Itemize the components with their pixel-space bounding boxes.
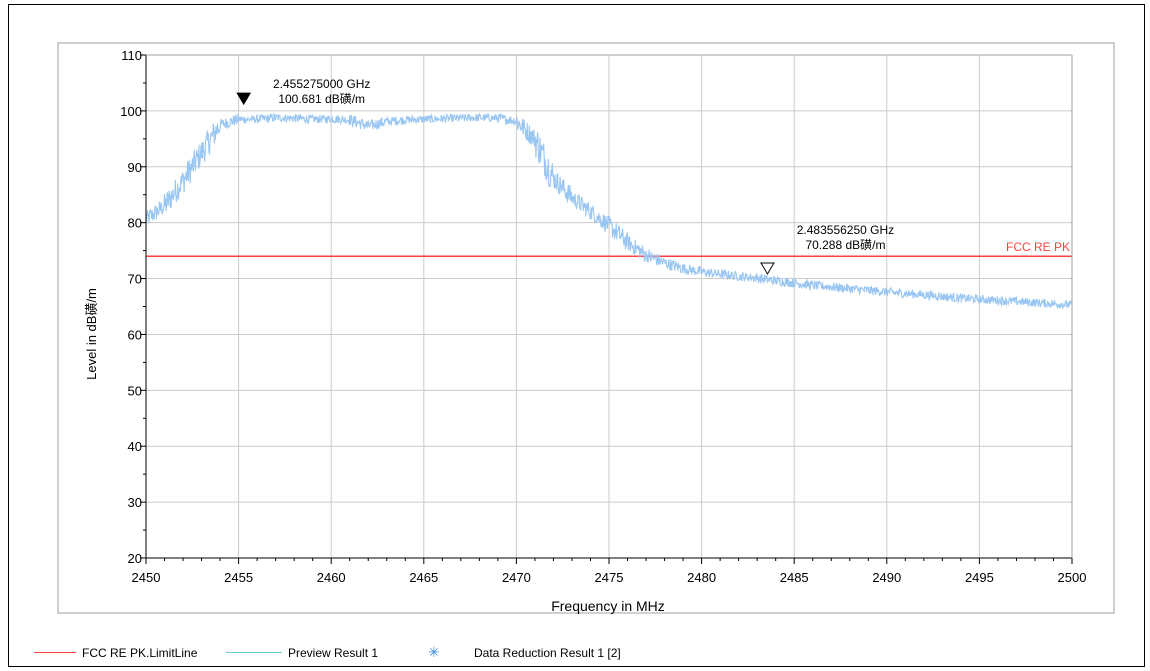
y-axis-label: Level in dB磺/m (84, 288, 99, 380)
y-tick-label: 90 (128, 160, 142, 175)
marker-open-triangle-icon (760, 262, 775, 275)
y-tick-label: 40 (128, 439, 142, 454)
y-tick-label: 20 (128, 551, 142, 566)
x-tick-label: 2455 (224, 570, 253, 585)
marker-filled-triangle-icon (236, 92, 252, 106)
marker-frequency-label: 2.455275000 GHz (273, 77, 370, 91)
legend-item-limit-line: FCC RE PK.LimitLine (34, 645, 224, 661)
limit-line-label: FCC RE PK (1006, 240, 1070, 254)
x-tick-label: 2470 (502, 570, 531, 585)
x-tick-label: 2480 (687, 570, 716, 585)
x-tick-label: 2485 (780, 570, 809, 585)
x-tick-label: 2495 (965, 570, 994, 585)
x-axis-label: Frequency in MHz (551, 598, 665, 614)
outer-plot-frame (57, 42, 1115, 614)
y-tick-label: 80 (128, 216, 142, 231)
x-tick-label: 2450 (132, 570, 161, 585)
y-tick-label: 110 (121, 48, 142, 63)
x-tick-label: 2475 (595, 570, 624, 585)
trace-preview-result (145, 112, 1073, 310)
trace-group (145, 112, 1073, 310)
marker-frequency-label: 2.483556250 GHz (797, 223, 894, 237)
legend-swatch-preview-result (226, 652, 282, 653)
marker-level-label: 70.288 dB磺/m (805, 238, 885, 252)
star-icon: ✳ (428, 644, 440, 660)
emission-chart: FCC RE PK 2450 2455 2460 2465 2470 2475 2480 24… (57, 42, 1115, 614)
legend-label-data-reduction: Data Reduction Result 1 [2] (474, 646, 621, 660)
legend-item-data-reduction: ✳ Data Reduction Result 1 [2] (426, 644, 646, 661)
x-tick-label: 2490 (872, 570, 901, 585)
grid (145, 54, 1073, 559)
legend-label-preview-result: Preview Result 1 (288, 646, 379, 660)
marker-level-label: 100.681 dB磺/m (278, 92, 365, 106)
legend-item-preview-result: Preview Result 1 (226, 645, 396, 661)
y-tick-label: 30 (128, 495, 142, 510)
x-tick-label: 2460 (317, 570, 346, 585)
y-tick-label: 70 (128, 272, 142, 287)
legend-swatch-limit-line (34, 652, 76, 653)
x-tick-label: 2500 (1058, 570, 1087, 585)
y-tick-label: 50 (128, 383, 142, 398)
report-frame (8, 4, 1145, 667)
axes: 2450 2455 2460 2465 2470 2475 2480 2485 2490 2495… (120, 48, 1086, 585)
legend-label-limit-line: FCC RE PK.LimitLine (82, 646, 198, 660)
legend: FCC RE PK.LimitLine Preview Result 1 ✳ D… (0, 641, 1150, 665)
x-tick-label: 2465 (409, 570, 438, 585)
y-tick-label: 60 (128, 327, 142, 342)
y-tick-label: 100 (120, 104, 142, 119)
limit-line-group: FCC RE PK (146, 240, 1072, 257)
